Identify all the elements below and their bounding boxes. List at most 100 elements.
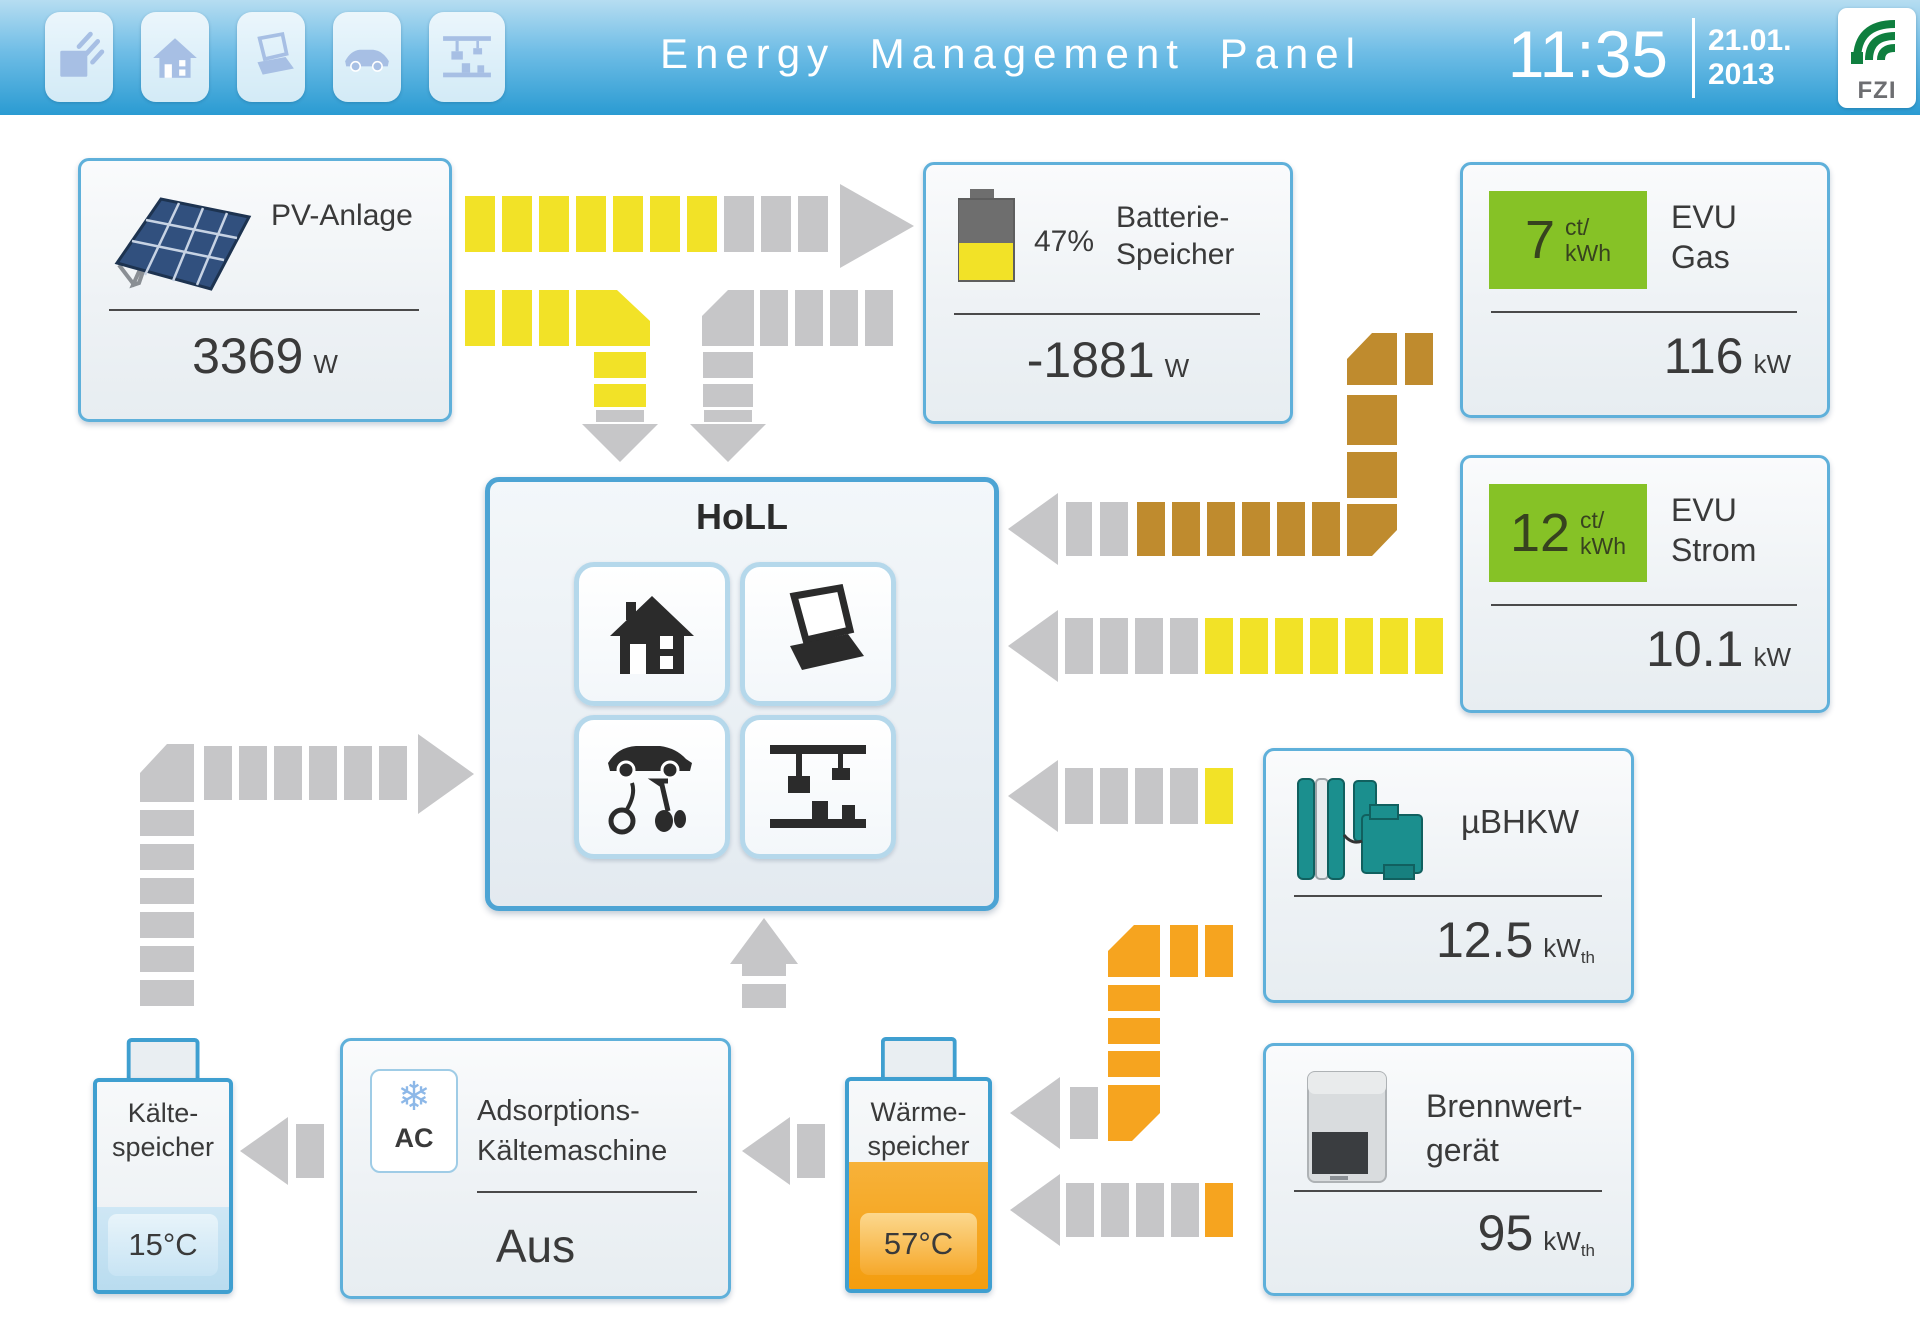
heat-storage-tank[interactable]: Wärme- speicher 57°C xyxy=(845,1037,992,1293)
laptop-icon xyxy=(789,584,864,670)
evu-strom-value-unit: kW xyxy=(1753,642,1791,672)
cold-storage-tank[interactable]: Kälte- speicher 15°C xyxy=(93,1038,233,1294)
strom-price-unit: ct/ kWh xyxy=(1580,507,1627,559)
evu-gas-value-number: 116 xyxy=(1663,328,1744,384)
flow-heat-storage-to-holl xyxy=(730,918,798,1008)
clock-time: 11:35 xyxy=(1507,17,1668,91)
production-line-icon xyxy=(443,36,491,78)
fzi-logo: FZI xyxy=(1838,8,1916,108)
evu-gas-value-unit: kW xyxy=(1753,349,1791,379)
holl-tile-house[interactable] xyxy=(574,562,730,706)
pv-label: PV-Anlage xyxy=(271,199,413,232)
boiler-card[interactable]: Brennwert- gerät 95 kWth xyxy=(1263,1043,1634,1296)
battery-divider xyxy=(954,313,1260,315)
flow-cold-storage-to-holl xyxy=(140,734,474,1006)
bhkw-value: 12.5 kWth xyxy=(1266,911,1631,969)
battery-value-unit: W xyxy=(1164,353,1190,383)
solar-panel-image xyxy=(114,197,252,291)
header-bar: Energy Management Panel 11:35 21.01. 201… xyxy=(0,0,1920,115)
header-button-solar[interactable] xyxy=(45,12,113,102)
pv-value-unit: W xyxy=(313,349,338,379)
boiler-image xyxy=(1307,1071,1387,1183)
gas-price-unit: ct/ kWh xyxy=(1565,214,1612,266)
page-title: Energy Management Panel xyxy=(660,30,1362,77)
header-button-laptop[interactable] xyxy=(237,12,305,102)
boiler-value-unit: kWth xyxy=(1543,1226,1595,1261)
pv-value-number: 3369 xyxy=(192,328,304,384)
heat-storage-body: Wärme- speicher 57°C xyxy=(845,1077,992,1293)
solar-panel-icon xyxy=(60,31,105,77)
cold-storage-label: Kälte- speicher xyxy=(111,1098,215,1162)
date-line2: 2013 xyxy=(1708,58,1775,91)
battery-label: Batterie- Speicher xyxy=(1116,201,1235,271)
flow-boiler-to-heat-storage xyxy=(1010,1174,1233,1246)
holl-title: HoLL xyxy=(696,496,788,537)
header-button-house[interactable] xyxy=(141,12,209,102)
evu-gas-divider xyxy=(1491,311,1797,313)
bhkw-value-number: 12.5 xyxy=(1435,912,1534,968)
battery-value-number: -1881 xyxy=(1026,332,1155,388)
ac-icon: ❄ AC xyxy=(370,1069,458,1173)
header-button-car[interactable] xyxy=(333,12,401,102)
flow-strom-to-holl xyxy=(1008,610,1443,682)
strom-price: 12 xyxy=(1509,503,1571,563)
strom-price-badge: 12 ct/ kWh xyxy=(1489,484,1647,582)
flow-bhkw-to-holl xyxy=(1008,760,1233,832)
heat-storage-label: Wärme- speicher xyxy=(867,1097,970,1161)
fzi-logo-icon xyxy=(1851,20,1896,64)
evu-strom-value-number: 10.1 xyxy=(1646,621,1744,677)
heat-storage-neck xyxy=(880,1037,957,1081)
bhkw-card[interactable]: µBHKW 12.5 kWth xyxy=(1263,748,1634,1003)
battery-card[interactable]: 47% Batterie- Speicher -1881 W xyxy=(923,162,1293,424)
pv-divider xyxy=(109,309,419,311)
car-and-segway-icon xyxy=(608,746,692,835)
holl-panel[interactable]: HoLL xyxy=(485,477,999,911)
holl-tile-production[interactable] xyxy=(740,715,896,859)
car-icon xyxy=(345,49,389,72)
flow-battery-to-holl xyxy=(690,290,893,462)
chiller-status: Aus xyxy=(495,1220,576,1272)
battery-charge: 47% xyxy=(1034,225,1095,258)
chiller-card[interactable]: ❄ AC Adsorptions- Kältemaschine Aus xyxy=(340,1038,731,1299)
chiller-label: Adsorptions- Kältemaschine xyxy=(477,1095,668,1167)
pv-value: 3369 W xyxy=(81,327,449,385)
date-line1: 21.01. xyxy=(1708,24,1792,57)
flow-pv-to-holl xyxy=(465,290,658,462)
cold-storage-neck xyxy=(126,1038,200,1082)
flow-chiller-to-cold-storage xyxy=(240,1117,324,1185)
chp-unit-image xyxy=(1297,778,1423,880)
holl-tile-e-mobility[interactable] xyxy=(574,715,730,859)
holl-tile-laptop[interactable] xyxy=(740,562,896,706)
header-separator xyxy=(1692,18,1695,98)
gas-price: 7 xyxy=(1524,210,1556,270)
flow-heat-storage-to-chiller xyxy=(742,1117,825,1185)
chiller-divider xyxy=(477,1191,697,1193)
production-line-icon xyxy=(770,745,866,828)
evu-gas-label: EVU Gas xyxy=(1671,199,1737,275)
bhkw-divider xyxy=(1294,895,1602,897)
house-icon xyxy=(610,596,694,674)
laptop-icon xyxy=(257,32,294,75)
ac-icon-text: AC xyxy=(394,1123,434,1153)
cold-storage-temp: 15°C xyxy=(107,1214,219,1276)
evu-gas-card[interactable]: 7 ct/ kWh EVU Gas 116 kW xyxy=(1460,162,1830,418)
bhkw-label: µBHKW xyxy=(1461,803,1580,840)
house-icon xyxy=(153,38,197,78)
evu-strom-divider xyxy=(1491,604,1797,606)
clock-date: 21.01. 2013 xyxy=(1708,24,1791,92)
evu-strom-card[interactable]: 12 ct/ kWh EVU Strom 10.1 kW xyxy=(1460,455,1830,713)
heat-storage-temp: 57°C xyxy=(860,1213,977,1275)
pv-card[interactable]: PV-Anlage 3369 W xyxy=(78,158,452,422)
snowflake-icon: ❄ xyxy=(397,1075,431,1119)
flow-pv-to-battery xyxy=(465,184,914,268)
flow-bhkw-to-heat-storage xyxy=(1010,925,1233,1149)
evu-gas-value: 116 kW xyxy=(1463,327,1827,385)
boiler-label: Brennwert- gerät xyxy=(1426,1088,1583,1168)
bhkw-value-unit: kWth xyxy=(1543,933,1595,968)
boiler-divider xyxy=(1294,1190,1602,1192)
cold-storage-body: Kälte- speicher 15°C xyxy=(93,1078,233,1294)
header-button-production[interactable] xyxy=(429,12,505,102)
fzi-logo-text: FZI xyxy=(1857,77,1897,104)
evu-strom-value: 10.1 kW xyxy=(1463,620,1827,678)
